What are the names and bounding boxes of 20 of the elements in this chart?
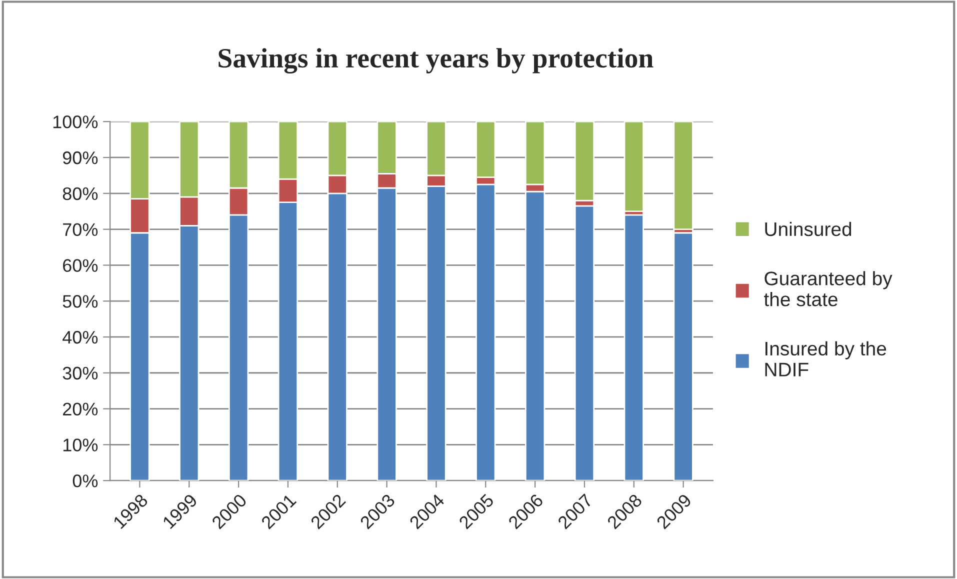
legend-label: Uninsured	[765, 222, 852, 236]
bar	[624, 122, 644, 212]
y-tick-label: 40%	[62, 330, 98, 344]
y-tick-label: 90%	[62, 151, 98, 164]
y-tick-label: 30%	[62, 366, 98, 380]
bar	[673, 232, 694, 481]
y-tick-label: 80%	[62, 187, 98, 200]
y-tick-label: 10%	[63, 438, 98, 452]
y-tick-label: 70%	[63, 223, 98, 236]
chart-title: Savings in recent years by protection	[218, 48, 654, 74]
bar	[624, 214, 644, 481]
bar	[673, 122, 694, 230]
y-tick-label: 0%	[72, 474, 98, 488]
bar	[574, 205, 595, 481]
y-tick-label: 60%	[63, 259, 98, 272]
y-tick-label: 100%	[53, 116, 98, 128]
legend-label: Guaranteed by the state	[764, 271, 892, 306]
y-tick-label: 50%	[62, 295, 98, 308]
legend-label: Insured by the NDIF	[765, 341, 886, 376]
y-tick-label: 20%	[63, 402, 98, 416]
